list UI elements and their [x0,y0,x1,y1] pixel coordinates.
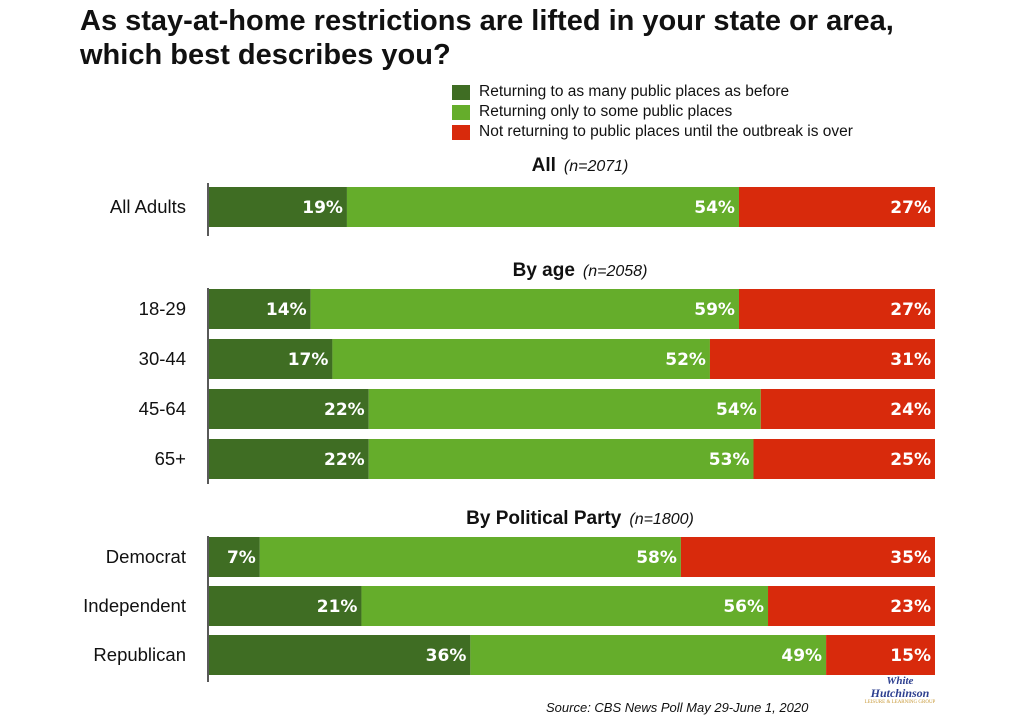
white-hutchinson-logo: White Hutchinson LEISURE & LEARNING GROU… [864,675,936,706]
bar-segment-not [753,439,935,479]
bar-value-label: 21% [317,597,358,617]
bar-row: All Adults 19% 54% 27% [110,187,935,227]
bar-value-label: 22% [324,450,365,470]
row-label: All Adults [110,196,186,217]
group-title: By Political Party (n=1800) [466,508,694,529]
legend-swatch-before [452,84,470,100]
bar-segment-not [709,339,935,379]
bar-row: 18-29 14% 59% 27% [139,289,935,329]
group-title-text: All [532,155,556,176]
legend-swatch-some [452,104,470,120]
bar-value-label: 31% [890,350,931,370]
bar-segment-some [368,439,754,479]
group-by-political-party: By Political Party (n=1800) Democrat 7% 58% 3… [83,508,935,682]
bar-segment-some [368,389,761,429]
bar-segment-before [209,339,333,379]
bar-segment-before [209,289,311,329]
group-sample-size: (n=1800) [629,511,694,528]
bar-value-label: 25% [890,450,931,470]
bar-value-label: 53% [709,450,750,470]
bar-value-label: 24% [890,400,931,420]
bar-value-label: 56% [723,597,764,617]
row-label: 30-44 [139,348,186,369]
bar-value-label: 19% [302,198,343,218]
bar-value-label: 36% [426,646,467,666]
bar-segment-some [346,187,739,227]
bar-value-label: 17% [288,350,329,370]
bar-segment-before [209,635,471,675]
bar-value-label: 15% [890,646,931,666]
legend-label-before: Returning to as many public places as be… [479,83,790,100]
group-title: By age (n=2058) [513,260,648,281]
bar-value-label: 59% [694,300,735,320]
source-note: Source: CBS News Poll May 29-June 1, 202… [546,700,809,715]
group-title-text: By age [513,260,575,281]
bar-value-label: 14% [266,300,307,320]
bar-segment-not [738,289,935,329]
bar-value-label: 22% [324,400,365,420]
legend-item-some: Returning only to some public places [452,102,853,122]
bar-segment-before [209,187,347,227]
bar-value-label: 27% [890,198,931,218]
legend-item-not: Not returning to public places until the… [452,122,853,142]
row-label: Independent [83,595,186,616]
bar-value-label: 54% [716,400,757,420]
group-by-age: By age (n=2058)18-29 14% 59% 27%30-44 17% 52% 3… [139,260,935,484]
group-sample-size: (n=2071) [564,158,629,175]
bar-segment-some [259,537,681,577]
bar-value-label: 58% [636,548,677,568]
bar-value-label: 52% [665,350,706,370]
legend-item-before: Returning to as many public places as be… [452,82,853,102]
bar-segment-not [680,537,935,577]
bar-value-label: 7% [227,548,256,568]
group-sample-size: (n=2058) [583,263,648,280]
bar-row: Republican 36% 49% 15% [93,635,935,675]
bar-value-label: 54% [694,198,735,218]
bar-row: 45-64 22% 54% 24% [139,389,935,429]
row-label: Democrat [106,546,186,567]
bar-row: 30-44 17% 52% 31% [139,339,935,379]
bar-segment-some [310,289,739,329]
chart-title: As stay-at-home restrictions are lifted … [80,5,894,71]
bar-row: Independent 21% 56% 23% [83,586,935,626]
bar-value-label: 49% [781,646,822,666]
bar-segment-before [209,439,369,479]
legend: Returning to as many public places as be… [452,82,853,142]
bar-value-label: 27% [890,300,931,320]
group-title: All (n=2071) [532,155,629,176]
bar-segment-not [760,389,935,429]
bar-segment-before [209,586,362,626]
row-label: 18-29 [139,298,186,319]
bar-row: Democrat 7% 58% 35% [106,537,935,577]
row-label: Republican [93,644,186,665]
bar-value-label: 23% [890,597,931,617]
legend-swatch-not [452,124,470,140]
bar-value-label: 35% [890,548,931,568]
bar-segment-before [209,389,369,429]
row-label: 65+ [155,448,186,469]
group-all: All (n=2071) All Adults 19% 54% 27% [110,155,935,236]
row-label: 45-64 [139,398,186,419]
bar-segment-some [470,635,827,675]
legend-label-some: Returning only to some public places [479,103,733,120]
bar-segment-not [768,586,935,626]
bar-segment-some [332,339,710,379]
bar-segment-some [361,586,769,626]
bar-segment-not [826,635,935,675]
bar-row: 65+ 22% 53% 25% [155,439,935,479]
bar-segment-not [738,187,935,227]
bar-segment-before [209,537,260,577]
legend-label-not: Not returning to public places until the… [479,123,853,140]
group-title-text: By Political Party [466,508,622,529]
